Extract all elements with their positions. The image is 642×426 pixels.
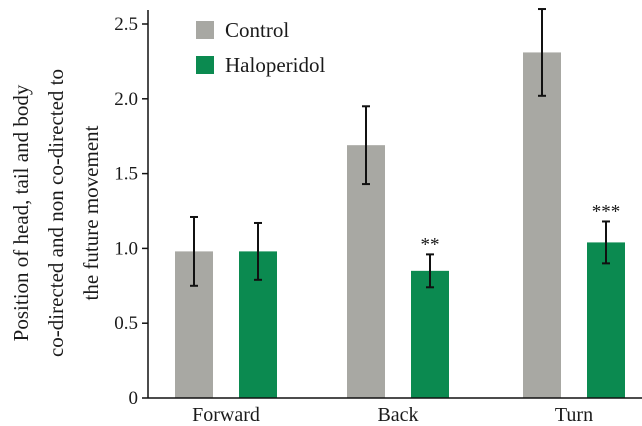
bars (175, 52, 625, 398)
legend-item-control: Control (196, 18, 289, 42)
x-tick-label-turn: Turn (555, 404, 593, 426)
significance-markers: ***** (421, 201, 621, 255)
y-ticks: 0 0.5 1.0 1.5 2.0 2.5 (114, 14, 148, 409)
y-tick-label: 0.5 (114, 313, 138, 334)
y-tick-label: 0 (129, 388, 139, 409)
error-bar-haloperidol-turn (602, 220, 610, 265)
legend-item-haloperidol: Haloperidol (196, 53, 325, 77)
error-bars (190, 8, 610, 289)
x-tick-label-back: Back (377, 404, 418, 426)
legend-label: Haloperidol (225, 53, 325, 77)
y-tick-label: 1.0 (114, 238, 138, 259)
bar-control-back (347, 145, 385, 398)
significance-haloperidol-back: ** (421, 234, 440, 255)
bar-haloperidol-turn (587, 242, 625, 398)
bar-control-turn (523, 52, 561, 398)
axes (147, 10, 642, 399)
error-bar-haloperidol-back (426, 253, 434, 289)
y-axis-label: Position of head, tail and body co-direc… (9, 69, 103, 357)
x-tick-label-forward: Forward (192, 404, 260, 426)
y-tick-label: 1.5 (114, 164, 138, 185)
y-axis-label-line-1: Position of head, tail and body (9, 84, 33, 341)
error-bar-haloperidol-forward (254, 221, 262, 281)
error-bar-control-turn (538, 8, 546, 97)
legend-swatch (196, 56, 214, 74)
error-bar-control-forward (190, 215, 198, 287)
legend-swatch (196, 21, 214, 39)
error-bar-control-back (362, 105, 370, 186)
legend-label: Control (225, 18, 289, 42)
legend: Control Haloperidol (196, 18, 325, 77)
y-axis-label-line-2: co-directed and non co-directed to (44, 69, 68, 357)
bar-haloperidol-back (411, 270, 449, 398)
x-tick-labels: Forward Back Turn (192, 404, 593, 426)
y-tick-label: 2.0 (114, 89, 138, 110)
significance-haloperidol-turn: *** (592, 201, 621, 222)
y-axis-label-line-3: the future movement (79, 125, 103, 300)
y-tick-label: 2.5 (114, 14, 138, 35)
